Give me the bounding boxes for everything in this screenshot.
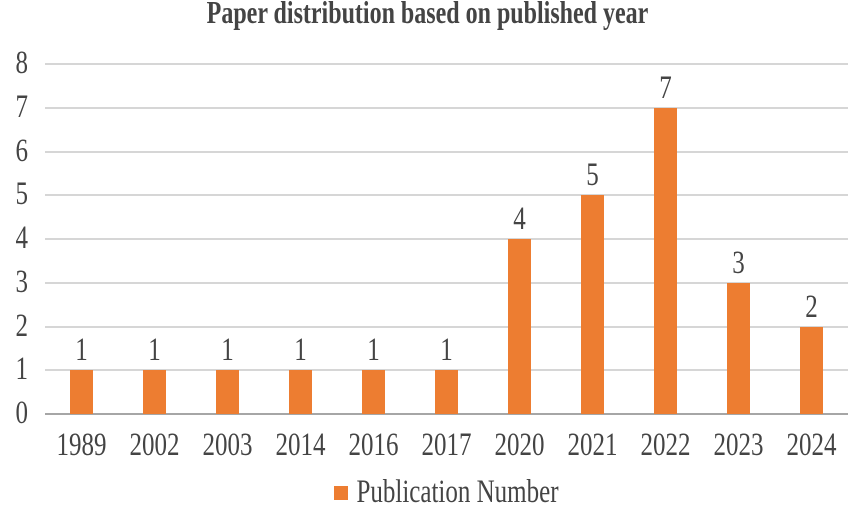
gridline	[45, 238, 848, 240]
x-tick-label: 2003	[202, 427, 253, 463]
x-tick-label: 2021	[567, 427, 618, 463]
y-tick-label: 5	[15, 177, 29, 213]
bar-value-label: 1	[367, 333, 380, 369]
y-tick-label: 4	[15, 220, 29, 256]
bar	[143, 370, 166, 414]
bar-value-label: 2	[805, 289, 818, 325]
bar-value-label: 1	[75, 333, 88, 369]
x-tick-label: 2023	[713, 427, 764, 463]
bar	[581, 195, 604, 414]
plot-area: 1 1 1 1 1 1 4 5 7 3 2	[45, 63, 848, 415]
x-tick-label: 2016	[348, 427, 399, 463]
x-tick-label: 2002	[129, 427, 180, 463]
bar	[508, 239, 531, 414]
x-axis-labels: 1989 2002 2003 2014 2016 2017 2020 2021 2022 2023…	[45, 428, 848, 463]
chart-title: Paper distribution based on published ye…	[206, 0, 649, 31]
y-axis-labels: 0 1 2 3 4 5 6 7 8	[0, 0, 30, 514]
bar	[800, 326, 823, 414]
legend-square-icon	[334, 486, 349, 500]
bar	[216, 370, 239, 414]
legend: Publication Number	[45, 474, 848, 510]
x-axis-line	[45, 413, 848, 415]
bar-value-label: 4	[513, 201, 526, 237]
x-tick-label: 1989	[56, 427, 107, 463]
bar-value-label: 1	[294, 333, 307, 369]
bar-value-label: 5	[586, 158, 599, 194]
y-tick-label: 0	[15, 395, 29, 431]
y-tick-label: 6	[15, 133, 29, 169]
bar	[289, 370, 312, 414]
bar	[362, 370, 385, 414]
bar-value-label: 1	[440, 333, 453, 369]
bar-value-label: 1	[148, 333, 161, 369]
bar-value-label: 3	[732, 245, 745, 281]
gridline	[45, 63, 848, 65]
legend-label: Publication Number	[356, 474, 559, 510]
y-tick-label: 3	[15, 264, 29, 300]
y-tick-label: 7	[15, 89, 29, 125]
x-tick-label: 2014	[275, 427, 326, 463]
x-tick-label: 2024	[786, 427, 837, 463]
bar	[435, 370, 458, 414]
x-tick-label: 2022	[640, 427, 691, 463]
x-tick-label: 2020	[494, 427, 545, 463]
y-tick-label: 1	[15, 352, 29, 388]
gridline	[45, 325, 848, 328]
gridline	[45, 194, 848, 197]
bar-value-label: 7	[659, 70, 672, 106]
y-tick-label: 2	[15, 308, 29, 344]
bar-value-label: 1	[221, 333, 234, 369]
bar	[70, 370, 93, 414]
gridline	[45, 150, 848, 153]
bar	[654, 107, 677, 414]
y-tick-label: 8	[15, 45, 29, 81]
gridline	[45, 106, 848, 109]
gridline	[45, 281, 848, 284]
x-tick-label: 2017	[421, 427, 472, 463]
bar	[727, 282, 750, 414]
